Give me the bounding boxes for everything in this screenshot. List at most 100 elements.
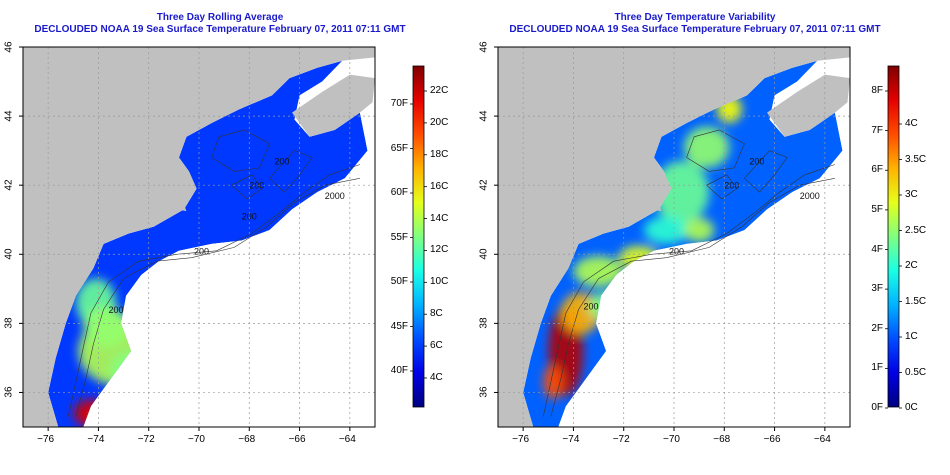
right-x-tick-label: −76 [512, 434, 530, 445]
right-x-tick-label: −74 [562, 434, 580, 445]
right-contour-label: 200 [669, 246, 684, 256]
right-colorbar-label-c: 1C [905, 331, 918, 342]
left-colorbar-label-c: 16C [430, 180, 449, 192]
right-colorbar-label-f: 8F [871, 85, 883, 96]
left-title: Three Day Rolling Average [156, 12, 284, 23]
left-colorbar-label-f: 45F [390, 320, 408, 332]
left-subtitle: DECLOUDED NOAA 19 Sea Surface Temperatur… [34, 24, 406, 35]
right-depth-contour [543, 164, 835, 417]
left-colorbar-label-c: 4C [430, 372, 443, 383]
right-data-patch [643, 216, 690, 244]
left-land [292, 74, 375, 137]
right-colorbar [887, 65, 900, 408]
right-y-tick-label: 38 [478, 317, 490, 329]
right-colorbar-label-c: 0.5C [905, 366, 927, 378]
right-depth-contour [550, 178, 835, 417]
right-colorbar-label-c: 1.5C [905, 295, 927, 307]
right-y-tick-label: 40 [478, 248, 490, 260]
right-contour-label: 200 [584, 302, 599, 312]
left-data-patch [83, 306, 129, 348]
left-depth-contour [68, 164, 360, 417]
left-colorbar-label-f: 70F [390, 98, 408, 109]
right-colorbar-label-c: 4C [905, 118, 918, 129]
right-contour-label: 200 [724, 181, 739, 191]
left-colorbar-label-c: 22C [430, 85, 449, 96]
right-x-tick-label: −70 [663, 434, 680, 445]
right-x-tick-label: −64 [813, 434, 831, 445]
left-colorbar-label-c: 20C [430, 116, 449, 128]
right-colorbar-label-f: 6F [871, 164, 883, 176]
left-contour-label: 200 [109, 305, 124, 315]
right-land [575, 216, 627, 234]
left-depth-contour [211, 129, 270, 172]
left-x-tick-label: −68 [238, 434, 256, 445]
right-y-tick-label: 44 [478, 110, 490, 122]
right-colorbar-label-f: 5F [871, 203, 883, 215]
left-y-tick-label: 44 [3, 110, 15, 122]
left-colorbar-label-c: 14C [430, 212, 449, 224]
left-x-tick-label: −70 [188, 434, 205, 445]
left-y-tick-label: 46 [3, 41, 15, 53]
left-land [100, 216, 152, 234]
left-contour-label: 2000 [325, 191, 345, 201]
left-colorbar-label-c: 10C [430, 276, 449, 288]
right-data-patch [684, 218, 715, 243]
left-colorbar [412, 65, 425, 408]
right-colorbar-label-f: 3F [871, 283, 883, 295]
left-map-content: 2000 200 200 200 200 200 [23, 47, 375, 427]
right-colorbar-label-c: 2.5C [905, 224, 927, 236]
right-title: Three Day Temperature Variability [614, 12, 776, 23]
right-land [767, 74, 850, 137]
right-data-patch [543, 364, 564, 400]
left-x-tick-label: −76 [37, 434, 55, 445]
right-map-panel: Three Day Temperature Variability DECLOU… [475, 0, 950, 475]
left-y-tick-label: 36 [3, 386, 15, 399]
left-colorbar-label-f: 50F [390, 276, 408, 287]
left-contour-label: 200 [194, 246, 209, 256]
right-land [651, 204, 662, 212]
left-map-panel: Three Day Rolling Average DECLOUDED NOAA… [3, 12, 449, 445]
right-depth-contour [686, 129, 745, 172]
left-colorbar-label-f: 65F [390, 142, 408, 154]
right-colorbar-label-f: 2F [871, 322, 883, 334]
left-depth-contour [269, 150, 313, 193]
left-colorbar-label-c: 8C [430, 308, 443, 320]
left-contour-label: 200 [274, 157, 289, 167]
left-colorbar-label-c: 6C [430, 340, 443, 352]
left-depth-contour [231, 174, 263, 200]
right-data-patch [684, 126, 730, 168]
right-colorbar-label-c: 3C [905, 189, 918, 200]
right-y-tick-label: 46 [478, 41, 490, 53]
left-y-tick-label: 40 [3, 248, 15, 260]
left-colorbar-label-f: 40F [390, 365, 408, 376]
right-colorbar-label-f: 1F [871, 362, 883, 374]
right-map-content: 2000 200 200 200 200 [498, 47, 850, 427]
right-colorbar-label-f: 4F [871, 243, 883, 255]
left-colorbar-label-f: 55F [390, 231, 408, 243]
left-contour-label: 200 [249, 181, 264, 191]
right-depth-contour [706, 174, 738, 200]
left-colorbar-label-f: 60F [390, 187, 408, 198]
left-contour-label: 200 [242, 212, 257, 222]
right-y-tick-label: 42 [478, 179, 490, 191]
left-x-tick-label: −74 [87, 434, 105, 445]
left-colorbar-label-c: 18C [430, 148, 449, 160]
right-colorbar-label-c: 3.5C [905, 153, 927, 165]
right-colorbar-label-f: 0F [871, 402, 883, 413]
left-y-tick-label: 42 [3, 179, 15, 191]
left-land [23, 47, 375, 427]
left-map-plot: 2000 200 200 200 200 200 [19, 46, 427, 431]
right-contour-label: 2000 [800, 191, 820, 201]
right-x-tick-label: −66 [763, 434, 781, 445]
right-colorbar-label-c: 2C [905, 260, 918, 271]
left-land [176, 204, 187, 212]
left-depth-contour [75, 178, 360, 417]
right-ocean-base [523, 60, 843, 427]
right-x-tick-label: −72 [612, 434, 630, 445]
right-subtitle: DECLOUDED NOAA 19 Sea Surface Temperatur… [509, 24, 881, 35]
left-x-tick-label: −64 [338, 434, 356, 445]
right-contour-label: 200 [749, 157, 764, 167]
right-depth-contour [744, 150, 788, 193]
right-map-plot: 2000 200 200 200 200 [494, 46, 902, 431]
left-x-tick-label: −72 [137, 434, 155, 445]
